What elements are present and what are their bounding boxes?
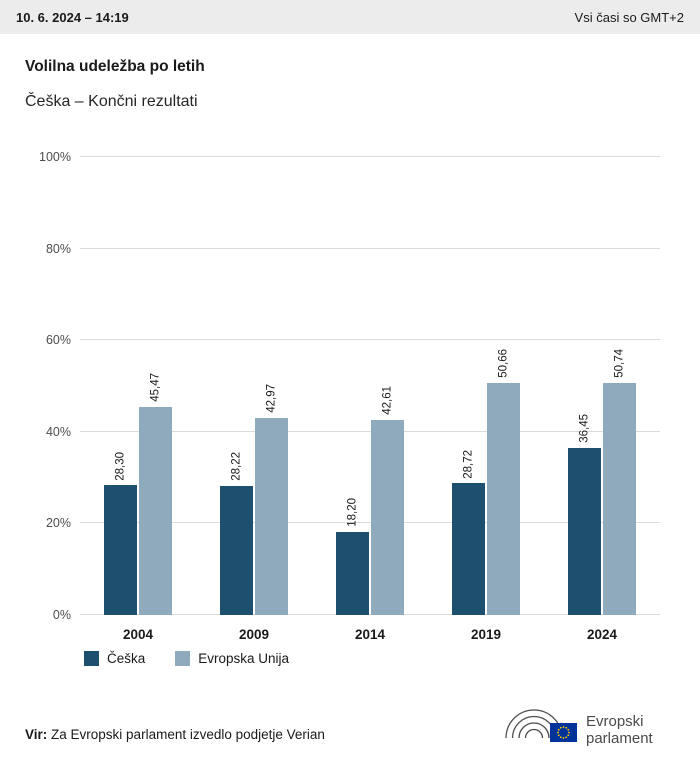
bar-evropska-unija-2024: 50,74 [603, 349, 636, 615]
legend-item-češka: Češka [84, 651, 145, 666]
bar-group-2024: 36,45 50,74 2024 [568, 157, 636, 642]
y-axis-tick-label: 80% [45, 241, 71, 256]
ep-logo-graphic: Evropski parlament [505, 709, 654, 747]
bar-value-label: 42,61 [380, 386, 393, 415]
legend-swatch [175, 651, 191, 666]
x-axis-tick-label: 2004 [122, 627, 154, 642]
source-text: Za Evropski parlament izvedlo podjetje V… [51, 727, 325, 742]
date-time-label: 10. 6. 2024 – 14:19 [16, 9, 129, 25]
page-title: Volilna udeležba po letih [25, 58, 205, 75]
bar-češka-2009: 28,22 [220, 452, 253, 615]
bar-češka-2014: 18,20 [336, 498, 369, 615]
logo-text-line1: Evropski [586, 713, 644, 730]
bar-value-label: 50,74 [612, 348, 625, 378]
bar-value-label: 18,20 [345, 497, 358, 527]
source-label: Vir: [25, 727, 48, 742]
logo-text-line2: parlament [586, 730, 654, 747]
gridline [80, 430, 660, 432]
bar-češka-2004: 28,30 [104, 452, 137, 615]
bar-evropska-unija-2014: 42,61 [371, 386, 404, 615]
bars-row: 28,30 45,47 2004 28,22 42,97 2009 18,20 42,61 20… [80, 157, 660, 642]
y-axis-tick-label: 60% [45, 333, 71, 348]
bar-group-2019: 28,72 50,66 2019 [452, 157, 520, 642]
legend-label: Evropska Unija [198, 651, 290, 666]
bar-evropska-unija-2009: 42,97 [255, 384, 288, 615]
y-axis-tick-label: 40% [45, 424, 71, 439]
bar-value-label: 36,45 [577, 414, 590, 444]
european-parliament-logo: Evropski parlament [504, 696, 682, 748]
bar-value-label: 28,30 [113, 451, 126, 481]
source-note: Vir: Za Evropski parlament izvedlo podje… [25, 727, 325, 748]
top-bar: 10. 6. 2024 – 14:19 Vsi časi so GMT+2 [0, 0, 700, 34]
x-axis-tick-label: 2019 [470, 627, 502, 642]
gridline [80, 339, 660, 341]
bar-group-2004: 28,30 45,47 2004 [104, 157, 172, 642]
plot-area: 0% 20% 40% 60% 80% 100% 28,30 45,47 2004 28,22 42,… [39, 150, 660, 642]
legend-swatch [84, 651, 99, 666]
bar-value-label: 28,22 [229, 451, 242, 481]
legend-label: Češka [107, 651, 146, 666]
gridline [80, 522, 660, 524]
timezone-label: Vsi časi so GMT+2 [574, 9, 684, 25]
bar-value-label: 42,97 [264, 384, 277, 414]
y-axis-tick-label: 20% [45, 516, 71, 531]
bar-češka-2024: 36,45 [568, 414, 601, 615]
bar-evropska-unija-2019: 50,66 [487, 349, 520, 615]
y-axis-tick-label: 0% [52, 608, 71, 622]
x-axis-tick-label: 2024 [586, 627, 618, 642]
eu-flag-icon [550, 723, 577, 742]
bar-češka-2019: 28,72 [452, 450, 485, 615]
bar-value-label: 28,72 [461, 449, 474, 479]
bar-value-label: 45,47 [148, 372, 161, 402]
legend-item-evropska-unija: Evropska Unija [175, 651, 289, 666]
y-axis-tick-label: 100% [39, 150, 71, 164]
gridline [80, 247, 660, 249]
gridline [80, 156, 660, 157]
chart-legend: Češka Evropska Unija [84, 651, 700, 666]
footer: Vir: Za Evropski parlament izvedlo podje… [0, 696, 700, 748]
bar-value-label: 50,66 [496, 349, 509, 378]
bar-group-2009: 28,22 42,97 2009 [220, 157, 288, 642]
x-axis-tick-label: 2014 [354, 627, 386, 642]
x-axis-tick-label: 2009 [238, 627, 270, 642]
page-subtitle: Češka – Končni rezultati [25, 93, 198, 110]
bar-evropska-unija-2004: 45,47 [139, 373, 172, 615]
bar-chart: 0% 20% 40% 60% 80% 100% 28,30 45,47 2004 28,22 42,… [39, 150, 660, 642]
bar-group-2014: 18,20 42,61 2014 [336, 157, 404, 642]
gridline [80, 614, 660, 615]
